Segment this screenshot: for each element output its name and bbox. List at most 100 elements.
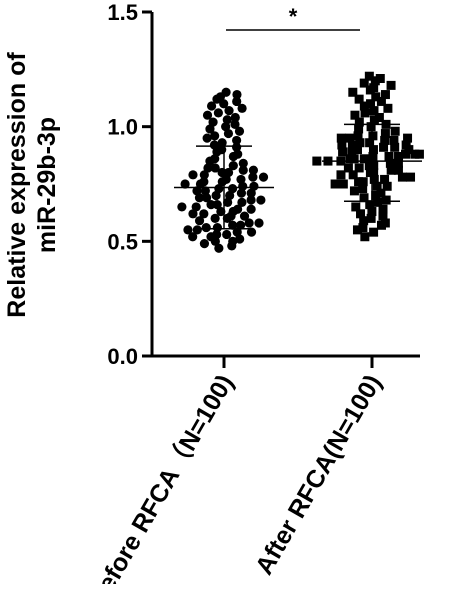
data-point-after xyxy=(354,177,364,187)
data-point-after xyxy=(369,115,379,125)
data-point-after xyxy=(376,96,386,106)
y-ticks: 0.0 0.5 1.0 1.5 xyxy=(107,0,152,369)
category-label-before: Before RFCA（N=100) xyxy=(82,370,239,585)
data-point-before xyxy=(214,243,224,253)
data-point-after xyxy=(379,142,389,152)
axes xyxy=(150,12,420,358)
x-ticks xyxy=(222,356,374,368)
y-tick-label: 1.0 xyxy=(107,115,138,140)
y-tick-label: 1.5 xyxy=(107,0,138,25)
data-point-after xyxy=(360,232,370,242)
data-point-before xyxy=(217,138,227,148)
data-point-after xyxy=(343,163,353,173)
data-point-after xyxy=(369,168,379,178)
data-point-after xyxy=(366,99,376,109)
data-point-before xyxy=(224,106,234,116)
data-point-after xyxy=(358,223,368,233)
data-point-after xyxy=(404,145,414,155)
data-point-before xyxy=(230,112,240,123)
data-point-after xyxy=(347,140,357,150)
data-point-before xyxy=(219,99,229,109)
data-point-before xyxy=(228,220,238,230)
data-point-before xyxy=(223,128,234,139)
data-point-after xyxy=(359,101,369,111)
data-point-before xyxy=(201,222,211,233)
data-point-before xyxy=(234,126,245,136)
data-point-before xyxy=(205,124,215,134)
data-point-after xyxy=(354,163,364,173)
data-point-before xyxy=(210,163,220,173)
y-axis-title-line-1: Relative expression of xyxy=(3,52,31,318)
data-point-before xyxy=(199,170,209,180)
data-point-after xyxy=(354,94,364,104)
data-point-before xyxy=(222,229,232,240)
data-point-after xyxy=(372,181,382,191)
data-point-after xyxy=(380,90,390,100)
data-point-before xyxy=(199,209,209,219)
data-point-before xyxy=(188,209,198,219)
data-point-after xyxy=(375,74,385,84)
data-point-after xyxy=(352,145,362,155)
y-tick-label: 0.0 xyxy=(107,344,138,369)
data-point-after xyxy=(358,177,368,187)
data-point-before xyxy=(183,225,193,235)
data-point-before xyxy=(180,179,190,189)
data-point-before xyxy=(246,195,256,205)
data-point-before xyxy=(239,211,250,221)
data-point-after xyxy=(389,135,399,145)
data-point-before xyxy=(209,140,220,150)
data-point-after xyxy=(371,92,381,102)
data-point-after xyxy=(370,76,380,86)
data-point-before xyxy=(199,177,209,187)
data-point-after xyxy=(383,103,393,113)
data-point-after xyxy=(368,145,378,155)
data-point-before xyxy=(246,204,256,214)
data-points xyxy=(177,71,424,253)
data-point-before xyxy=(256,195,266,205)
data-point-before xyxy=(238,165,248,175)
data-point-after xyxy=(410,149,420,159)
data-point-before xyxy=(199,239,210,249)
data-point-after xyxy=(367,207,377,217)
data-point-before xyxy=(232,89,242,100)
data-point-after xyxy=(353,131,363,141)
data-point-after xyxy=(380,135,390,145)
data-point-before xyxy=(192,225,202,235)
data-point-before xyxy=(232,142,242,152)
data-point-before xyxy=(233,204,243,214)
data-point-before xyxy=(223,167,234,178)
data-point-after xyxy=(351,202,361,212)
data-point-before xyxy=(206,101,217,111)
data-point-after xyxy=(390,126,400,136)
data-point-before xyxy=(228,236,238,246)
data-point-after xyxy=(350,110,360,120)
data-point-after xyxy=(336,170,346,180)
data-point-after xyxy=(369,106,379,116)
data-point-before xyxy=(237,103,247,113)
data-point-after xyxy=(378,204,388,214)
data-point-before xyxy=(188,170,198,180)
data-point-before xyxy=(228,161,238,171)
category-label-after: After RFCA(N=100) xyxy=(250,370,387,579)
data-point-before xyxy=(235,220,246,230)
data-point-before xyxy=(222,115,232,125)
data-point-after xyxy=(376,188,386,198)
data-point-before xyxy=(246,227,257,237)
data-point-before xyxy=(237,197,247,207)
data-point-before xyxy=(200,186,210,196)
data-point-after xyxy=(365,138,375,148)
data-point-after xyxy=(381,195,391,205)
data-point-after xyxy=(366,213,376,223)
data-point-after xyxy=(401,140,411,150)
data-point-after xyxy=(373,197,383,207)
data-point-after xyxy=(380,174,390,184)
data-point-after xyxy=(347,147,357,157)
data-point-after xyxy=(356,209,366,219)
data-point-after xyxy=(380,129,390,139)
data-point-before xyxy=(202,133,212,143)
data-point-after xyxy=(336,133,346,143)
data-point-before xyxy=(210,131,220,141)
data-point-after xyxy=(348,87,358,97)
data-point-after xyxy=(393,165,403,175)
